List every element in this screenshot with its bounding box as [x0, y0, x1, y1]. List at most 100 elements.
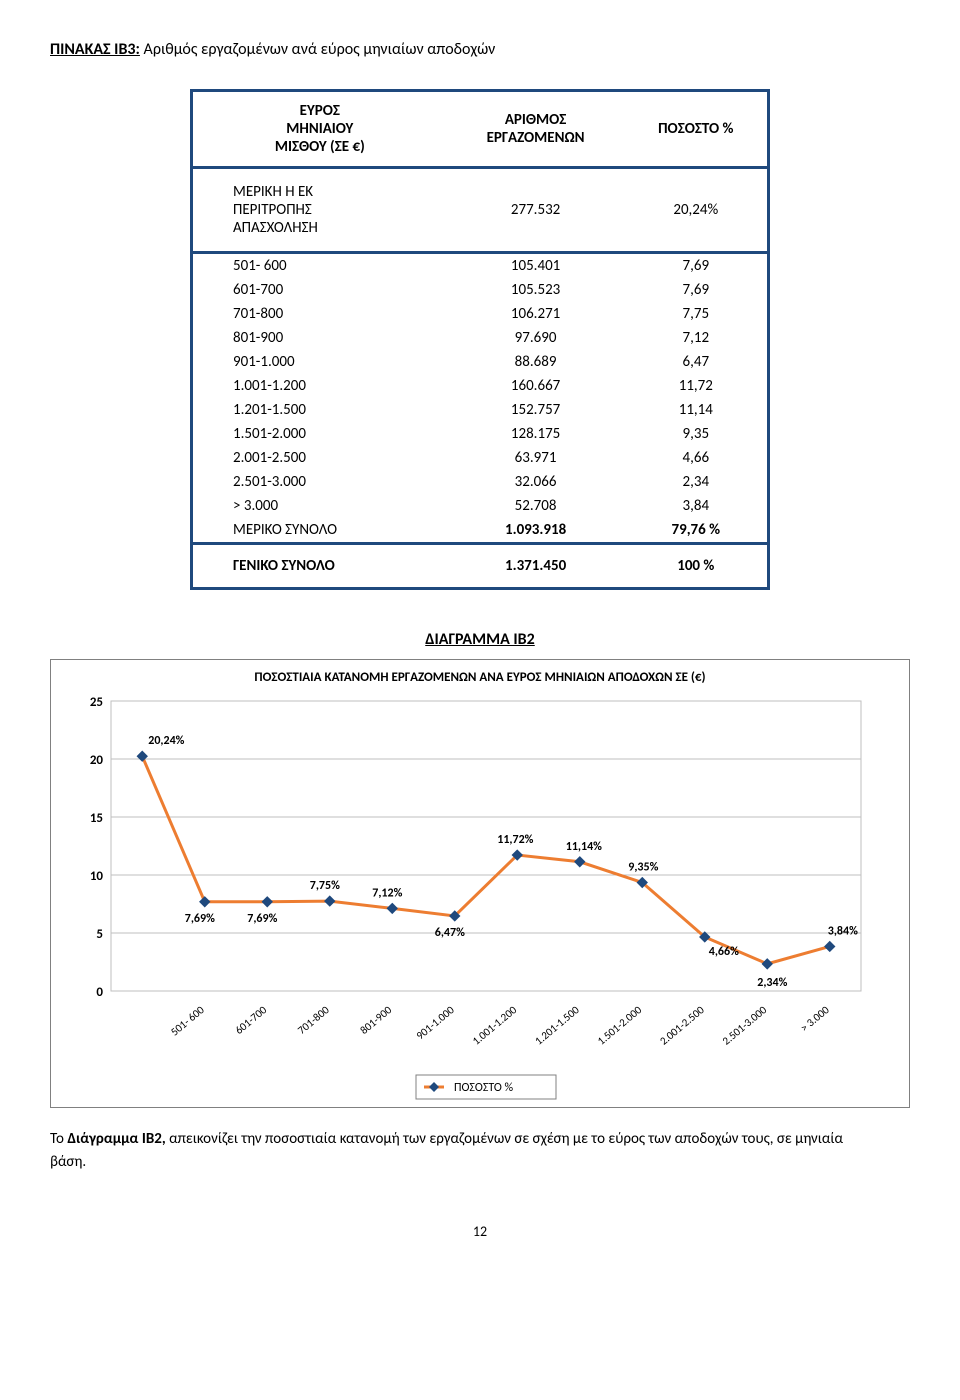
svg-text:25: 25 — [90, 695, 103, 710]
svg-text:501- 600: 501- 600 — [168, 1003, 207, 1038]
cell-range: 2.501-3.000 — [192, 470, 447, 494]
table-row: 501- 600105.4017,69 — [192, 253, 769, 279]
svg-text:1.201-1.500: 1.201-1.500 — [532, 1003, 582, 1048]
cell-range: 1.501-2.000 — [192, 422, 447, 446]
hdr-c1c: ΜΙΣΘΟΥ (ΣΕ €) — [199, 138, 441, 156]
total-val: 1.371.450 — [447, 544, 625, 589]
caption-rest: απεικονίζει την ποσοστιαία κατανομή των … — [50, 1130, 843, 1171]
cell-count: 88.689 — [447, 350, 625, 374]
svg-text:2.501-3.000: 2.501-3.000 — [720, 1003, 770, 1048]
subtotal-row: ΜΕΡΙΚΟ ΣΥΝΟΛΟ 1.093.918 79,76 % — [192, 518, 769, 544]
cell-pct: 6,47 — [625, 350, 769, 374]
cell-count: 152.757 — [447, 398, 625, 422]
table-row: 901-1.00088.6896,47 — [192, 350, 769, 374]
hdr-c1a: ΕΥΡΟΣ — [199, 102, 441, 120]
svg-text:6,47%: 6,47% — [435, 926, 465, 940]
cell-range: 2.001-2.500 — [192, 446, 447, 470]
table-row: 2.001-2.50063.9714,66 — [192, 446, 769, 470]
table-row: 801-90097.6907,12 — [192, 326, 769, 350]
svg-text:4,66%: 4,66% — [709, 945, 739, 959]
cell-range: 501- 600 — [192, 253, 447, 279]
hdr-c2b: ΕΡΓΑΖΟΜΕΝΩΝ — [453, 129, 619, 147]
subtotal-val: 1.093.918 — [447, 518, 625, 544]
page-number: 12 — [50, 1223, 910, 1240]
hdr-c3: ΠΟΣΟΣΤΟ % — [658, 120, 733, 138]
cell-count: 106.271 — [447, 302, 625, 326]
svg-text:20,24%: 20,24% — [148, 734, 184, 748]
cell-range: 701-800 — [192, 302, 447, 326]
svg-text:9,35%: 9,35% — [628, 861, 658, 875]
svg-text:901-1.000: 901-1.000 — [414, 1003, 457, 1042]
table-row: 701-800106.2717,75 — [192, 302, 769, 326]
chart-container: ΠΟΣΟΣΤΙΑΙΑ ΚΑΤΑΝΟΜΗ ΕΡΓΑΖΟΜΕΝΩΝ ΑΝΑ ΕΥΡΟ… — [50, 659, 910, 1108]
svg-text:15: 15 — [90, 811, 103, 826]
title-prefix: ΠΙΝΑΚΑΣ ΙΒ3: — [50, 40, 140, 59]
svg-text:801-900: 801-900 — [358, 1003, 395, 1037]
svg-text:7,12%: 7,12% — [372, 886, 402, 900]
col-header-count: ΑΡΙΘΜΟΣ ΕΡΓΑΖΟΜΕΝΩΝ — [447, 91, 625, 168]
cell-pct: 7,75 — [625, 302, 769, 326]
sub-l3: ΑΠΑΣΧΟΛΗΣΗ — [233, 219, 435, 237]
table-row: > 3.00052.7083,84 — [192, 494, 769, 518]
data-table: ΕΥΡΟΣ ΜΗΝΙΑΙΟΥ ΜΙΣΘΟΥ (ΣΕ €) ΑΡΙΘΜΟΣ ΕΡΓ… — [190, 89, 770, 590]
line-chart: 0 5 10 15 20 25 20,24% 7,69% 7,69% 7,75% 7,12% 6,47… — [61, 689, 881, 1105]
cell-count: 97.690 — [447, 326, 625, 350]
cell-pct: 11,72 — [625, 374, 769, 398]
svg-text:11,72%: 11,72% — [497, 833, 533, 847]
cell-count: 52.708 — [447, 494, 625, 518]
svg-text:1.001-1.200: 1.001-1.200 — [470, 1003, 520, 1048]
cell-range: 1.001-1.200 — [192, 374, 447, 398]
svg-text:2,34%: 2,34% — [757, 976, 787, 990]
svg-text:601-700: 601-700 — [233, 1003, 270, 1037]
svg-text:0: 0 — [96, 985, 103, 1000]
caption-bold: Διάγραμμα ΙΒ2, — [67, 1130, 165, 1148]
svg-text:5: 5 — [96, 927, 103, 942]
svg-text:11,14%: 11,14% — [566, 840, 602, 854]
total-label: ΓΕΝΙΚΟ ΣΥΝΟΛΟ — [192, 544, 447, 589]
svg-text:1.501-2.000: 1.501-2.000 — [595, 1003, 645, 1048]
cell-pct: 7,69 — [625, 278, 769, 302]
table-row: 1.001-1.200160.66711,72 — [192, 374, 769, 398]
sub-l2: ΠΕΡΙΤΡΟΠΗΣ — [233, 201, 435, 219]
chart-title: ΔΙΑΓΡΑΜΜΑ ΙΒ2 — [50, 630, 910, 649]
subtotal-pct: 79,76 % — [625, 518, 769, 544]
cell-count: 63.971 — [447, 446, 625, 470]
sub-l1: ΜΕΡΙΚΗ Ή ΕΚ — [233, 183, 435, 201]
data-table-wrap: ΕΥΡΟΣ ΜΗΝΙΑΙΟΥ ΜΙΣΘΟΥ (ΣΕ €) ΑΡΙΘΜΟΣ ΕΡΓ… — [190, 89, 770, 590]
svg-text:7,69%: 7,69% — [185, 912, 215, 926]
svg-text:7,69%: 7,69% — [247, 912, 277, 926]
svg-text:> 3.000: > 3.000 — [798, 1003, 832, 1034]
cell-count: 128.175 — [447, 422, 625, 446]
subheader-pct: 20,24% — [625, 168, 769, 253]
total-pct: 100 % — [625, 544, 769, 589]
subheader-val: 277.532 — [447, 168, 625, 253]
svg-text:20: 20 — [90, 753, 104, 768]
svg-text:3,84%: 3,84% — [828, 924, 858, 938]
svg-text:701-800: 701-800 — [295, 1003, 332, 1037]
cell-pct: 11,14 — [625, 398, 769, 422]
cell-count: 160.667 — [447, 374, 625, 398]
table-row: 2.501-3.00032.0662,34 — [192, 470, 769, 494]
subheader-row: ΜΕΡΙΚΗ Ή ΕΚ ΠΕΡΙΤΡΟΠΗΣ ΑΠΑΣΧΟΛΗΣΗ 277.53… — [192, 168, 769, 253]
cell-range: 601-700 — [192, 278, 447, 302]
total-row: ΓΕΝΙΚΟ ΣΥΝΟΛΟ 1.371.450 100 % — [192, 544, 769, 589]
col-header-pct: ΠΟΣΟΣΤΟ % — [625, 91, 769, 168]
page-title: ΠΙΝΑΚΑΣ ΙΒ3: Αριθμός εργαζομένων ανά εύρ… — [50, 40, 910, 59]
subheader-label: ΜΕΡΙΚΗ Ή ΕΚ ΠΕΡΙΤΡΟΠΗΣ ΑΠΑΣΧΟΛΗΣΗ — [192, 168, 447, 253]
cell-range: > 3.000 — [192, 494, 447, 518]
subtotal-label: ΜΕΡΙΚΟ ΣΥΝΟΛΟ — [192, 518, 447, 544]
cell-count: 105.401 — [447, 253, 625, 279]
hdr-c2a: ΑΡΙΘΜΟΣ — [453, 111, 619, 129]
cell-count: 32.066 — [447, 470, 625, 494]
title-rest: Αριθμός εργαζομένων ανά εύρος μηνιαίων α… — [140, 40, 495, 59]
chart-caption: Το Διάγραμμα ΙΒ2, απεικονίζει την ποσοστ… — [50, 1128, 870, 1173]
table-row: 601-700105.5237,69 — [192, 278, 769, 302]
chart-inner-title: ΠΟΣΟΣΤΙΑΙΑ ΚΑΤΑΝΟΜΗ ΕΡΓΑΖΟΜΕΝΩΝ ΑΝΑ ΕΥΡΟ… — [61, 670, 899, 685]
caption-prefix: Το — [50, 1130, 67, 1148]
cell-pct: 3,84 — [625, 494, 769, 518]
hdr-c1b: ΜΗΝΙΑΙΟΥ — [199, 120, 441, 138]
svg-text:10: 10 — [90, 869, 104, 884]
cell-pct: 7,69 — [625, 253, 769, 279]
col-header-range: ΕΥΡΟΣ ΜΗΝΙΑΙΟΥ ΜΙΣΘΟΥ (ΣΕ €) — [192, 91, 447, 168]
svg-text:7,75%: 7,75% — [310, 879, 340, 893]
